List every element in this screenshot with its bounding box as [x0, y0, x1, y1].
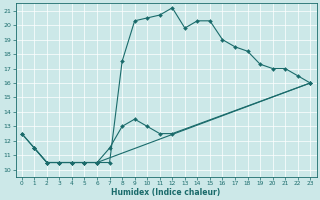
- X-axis label: Humidex (Indice chaleur): Humidex (Indice chaleur): [111, 188, 221, 197]
